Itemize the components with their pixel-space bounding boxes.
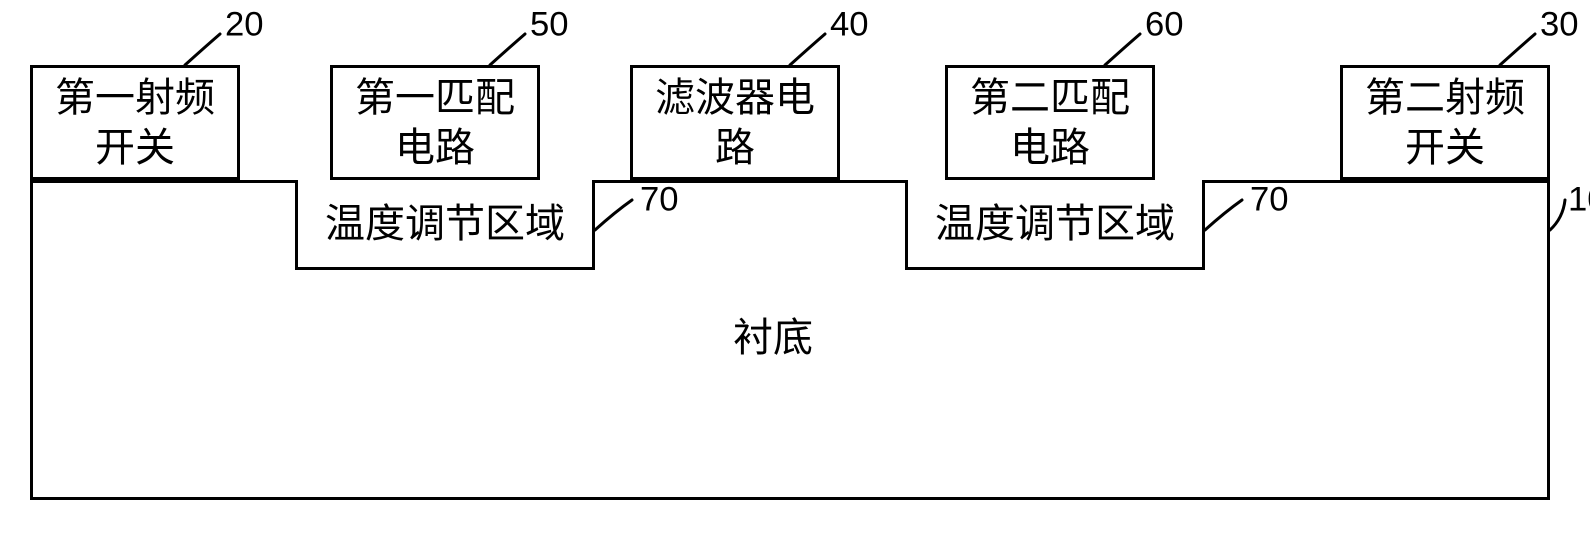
temperature-zone-a-label: 温度调节区域 — [325, 199, 565, 249]
first-matching-circuit-label: 第一匹配 电路 — [355, 73, 515, 173]
temperature-zone-b-label: 温度调节区域 — [935, 199, 1175, 249]
first-rf-switch-ref: 20 — [225, 6, 264, 45]
substrate-label: 衬底 — [733, 313, 813, 363]
temperature-zone-a-block: 温度调节区域 — [295, 180, 595, 270]
substrate-block: 衬底 — [30, 180, 1550, 500]
first-rf-switch-label: 第一射频 开关 — [55, 73, 215, 173]
second-matching-circuit-ref: 60 — [1145, 6, 1184, 45]
first-matching-circuit-block: 第一匹配 电路 — [330, 65, 540, 180]
filter-circuit-label: 滤波器电 路 — [655, 73, 815, 173]
filter-circuit-block: 滤波器电 路 — [630, 65, 840, 180]
temperature-zone-a-ref: 70 — [640, 181, 679, 220]
first-matching-circuit-ref: 50 — [530, 6, 569, 45]
second-matching-circuit-block: 第二匹配 电路 — [945, 65, 1155, 180]
temperature-zone-b-ref: 70 — [1250, 181, 1289, 220]
second-rf-switch-block: 第二射频 开关 — [1340, 65, 1550, 180]
temperature-zone-b-block: 温度调节区域 — [905, 180, 1205, 270]
first-rf-switch-block: 第一射频 开关 — [30, 65, 240, 180]
substrate-ref: 10 — [1568, 181, 1590, 220]
second-rf-switch-ref: 30 — [1540, 6, 1579, 45]
second-matching-circuit-label: 第二匹配 电路 — [970, 73, 1130, 173]
filter-circuit-ref: 40 — [830, 6, 869, 45]
second-rf-switch-label: 第二射频 开关 — [1365, 73, 1525, 173]
